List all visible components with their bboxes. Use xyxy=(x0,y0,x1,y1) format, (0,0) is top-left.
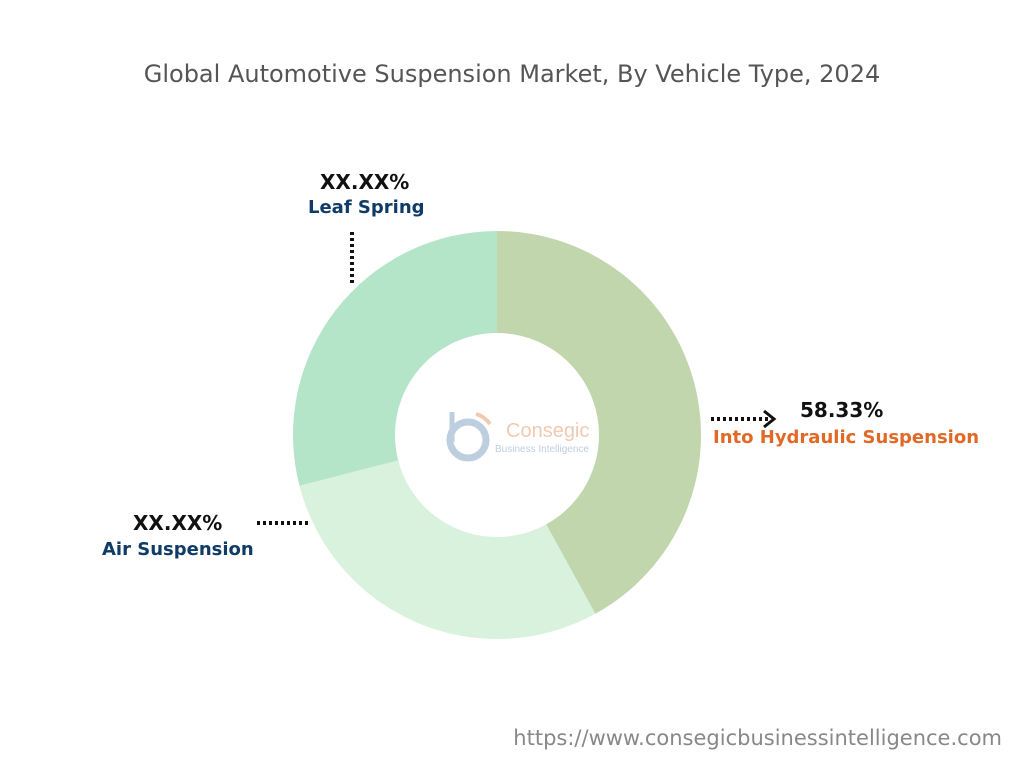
slice-leaf-spring xyxy=(293,231,497,486)
arrow-head-icon xyxy=(763,409,777,429)
logo: Consegic Business Intelligence xyxy=(446,412,589,462)
logo-ring xyxy=(446,418,490,462)
logo-subtext: Business Intelligence xyxy=(495,444,589,455)
value-label-air: XX.XX% xyxy=(133,511,223,535)
slice-air-suspension xyxy=(299,460,596,640)
name-label-hydraulic: Into Hydraulic Suspension xyxy=(713,427,980,448)
chart-title: Global Automotive Suspension Market, By … xyxy=(143,60,881,88)
label-leaf-spring: XX.XX% xyxy=(320,170,409,194)
logo-arc xyxy=(475,412,492,426)
value-label: XX.XX% xyxy=(320,170,410,194)
source-url: https://www.consegicbusinessintelligence… xyxy=(513,726,1002,750)
logo-text: Consegic xyxy=(506,420,589,442)
name-label-air: Air Suspension xyxy=(102,539,254,560)
value-label-hydraulic: 58.33% xyxy=(800,398,884,422)
name-label-leaf-spring: Leaf Spring xyxy=(308,197,425,218)
slice-into-hydraulic-suspension xyxy=(497,231,701,614)
